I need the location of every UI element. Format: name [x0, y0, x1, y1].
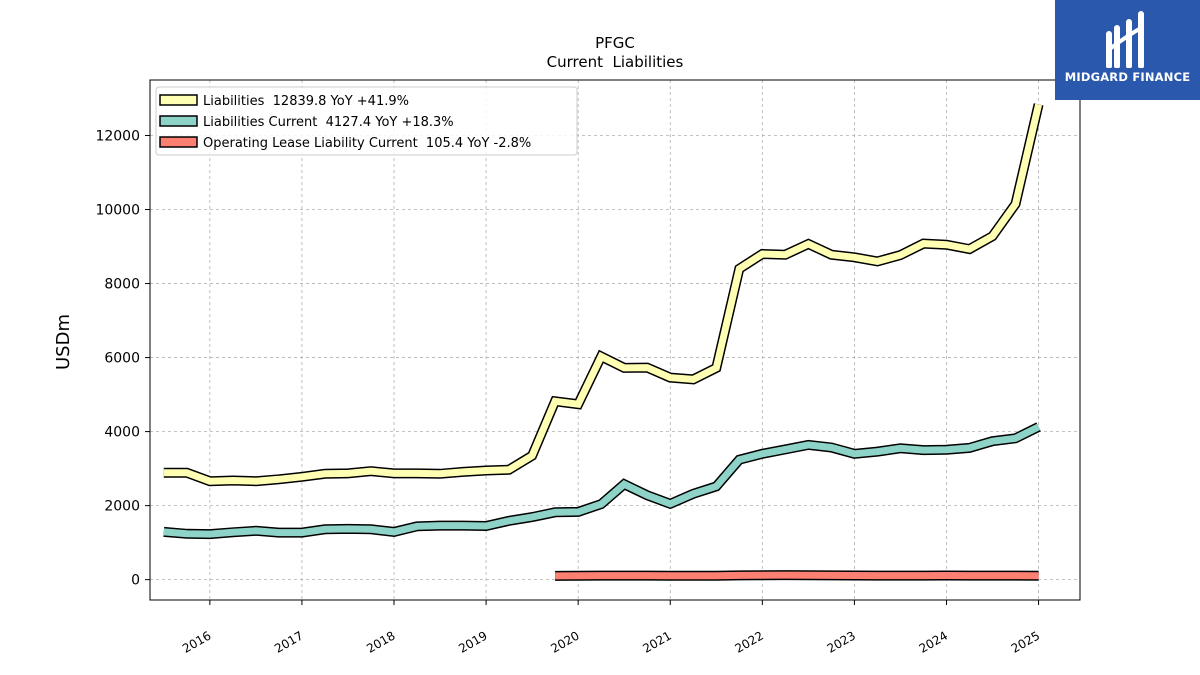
legend-entry-label: Liabilities 12839.8 YoY +41.9% — [203, 94, 409, 109]
legend-swatch — [159, 94, 198, 106]
y-tick-label: 6000 — [104, 351, 140, 367]
y-tick-label: 4000 — [104, 425, 140, 441]
y-tick-label: 2000 — [104, 499, 140, 515]
series-line-2 — [555, 571, 1039, 580]
y-tick-label: 0 — [131, 573, 140, 589]
logo-mark-icon — [1106, 11, 1144, 68]
chart-title: PFGC — [595, 34, 635, 52]
legend-swatch — [159, 136, 198, 148]
legend-entry-label: Operating Lease Liability Current 105.4 … — [203, 136, 531, 151]
brand-logo: MIDGARD FINANCE — [1055, 0, 1200, 100]
y-tick-label: 10000 — [95, 203, 140, 219]
logo-text: MIDGARD FINANCE — [1064, 70, 1191, 84]
y-tick-label: 12000 — [95, 129, 140, 145]
y-axis-label: USDm — [53, 314, 74, 370]
legend: Liabilities 12839.8 YoY +41.9% Liabilitie… — [155, 86, 578, 156]
y-tick-label: 8000 — [104, 277, 140, 293]
legend-entry-label: Liabilities Current 4127.4 YoY +18.3% — [203, 115, 454, 130]
series-layer — [163, 103, 1044, 581]
legend-swatch — [159, 115, 198, 127]
legend-box — [155, 86, 578, 156]
plot-frame — [149, 79, 1081, 601]
chart-subtitle: Current Liabilities — [547, 53, 684, 71]
